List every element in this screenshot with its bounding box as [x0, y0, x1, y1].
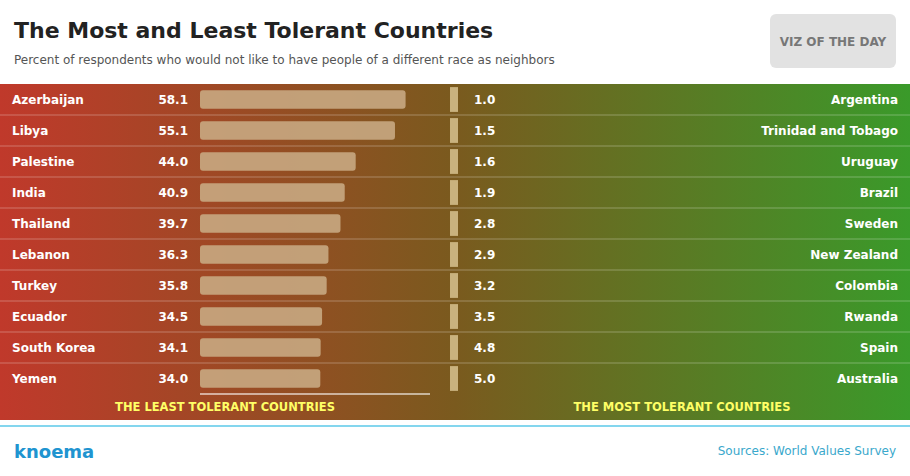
title: The Most and Least Tolerant Countries: [14, 18, 493, 43]
row-separator: [0, 146, 910, 147]
source: Sources: World Values Survey: [718, 444, 896, 458]
data-label: 5.0: [474, 372, 495, 386]
data-label: 2.9: [474, 248, 495, 262]
category-label: Rwanda: [844, 310, 898, 324]
category-label: Yemen: [11, 372, 57, 386]
category-label: Argentina: [831, 93, 898, 107]
data-label: 1.9: [474, 186, 495, 200]
divider: [450, 335, 458, 360]
data-label: 3.2: [474, 279, 495, 293]
bar: [200, 152, 356, 171]
axis-label: THE MOST TOLERANT COUNTRIES: [573, 400, 790, 414]
row-separator: [0, 208, 910, 209]
data-label: 1.0: [474, 93, 495, 107]
category-label: Sweden: [845, 217, 898, 231]
brand: knoema: [14, 441, 94, 462]
divider: [450, 366, 458, 391]
logo-text: VIZ OF THE DAY: [780, 35, 887, 49]
divider: [450, 211, 458, 236]
data-label: 34.5: [158, 310, 188, 324]
category-label: Thailand: [12, 217, 70, 231]
data-label: 55.1: [158, 124, 188, 138]
category-label: Australia: [837, 372, 898, 386]
axis-line: [200, 393, 430, 395]
bar: [200, 245, 328, 264]
divider: [450, 87, 458, 112]
category-label: Spain: [860, 341, 898, 355]
divider: [450, 180, 458, 205]
category-label: Uruguay: [841, 155, 898, 169]
category-label: Lebanon: [12, 248, 70, 262]
data-label: 40.9: [158, 186, 188, 200]
data-label: 3.5: [474, 310, 495, 324]
divider: [450, 273, 458, 298]
data-label: 4.8: [474, 341, 495, 355]
data-label: 44.0: [158, 155, 188, 169]
category-label: Brazil: [860, 186, 898, 200]
row-separator: [0, 332, 910, 333]
row-separator: [0, 363, 910, 364]
chart: The Most and Least Tolerant Countries Per…: [0, 0, 910, 476]
row-separator: [0, 270, 910, 271]
category-label: New Zealand: [810, 248, 898, 262]
bar: [200, 307, 322, 326]
category-label: India: [12, 186, 46, 200]
axis-label: THE LEAST TOLERANT COUNTRIES: [115, 400, 335, 414]
category-label: Libya: [12, 124, 48, 138]
category-label: Colombia: [835, 279, 898, 293]
logo-box: [770, 14, 896, 68]
divider: [450, 242, 458, 267]
category-label: Ecuador: [12, 310, 67, 324]
row-separator: [0, 239, 910, 240]
data-label: 36.3: [158, 248, 188, 262]
category-label: Palestine: [12, 155, 75, 169]
data-label: 34.0: [158, 372, 188, 386]
subtitle: Percent of respondents who would not lik…: [14, 53, 555, 67]
bar: [200, 121, 395, 140]
bar: [200, 214, 340, 233]
bar: [200, 276, 327, 295]
divider: [450, 304, 458, 329]
footer-line: [0, 425, 910, 427]
data-label: 1.6: [474, 155, 495, 169]
divider: [450, 149, 458, 174]
category-label: Azerbaijan: [12, 93, 84, 107]
data-label: 1.5: [474, 124, 495, 138]
category-label: South Korea: [12, 341, 95, 355]
row-separator: [0, 177, 910, 178]
category-label: Turkey: [12, 279, 57, 293]
background: [0, 84, 910, 420]
category-label: Trinidad and Tobago: [761, 124, 898, 138]
bar: [200, 183, 345, 202]
row-separator: [0, 115, 910, 116]
data-label: 58.1: [158, 93, 188, 107]
bar: [200, 90, 406, 109]
data-label: 34.1: [158, 341, 188, 355]
data-label: 35.8: [158, 279, 188, 293]
divider: [450, 118, 458, 143]
bar: [200, 338, 321, 357]
row-separator: [0, 301, 910, 302]
data-label: 39.7: [158, 217, 188, 231]
bar: [200, 369, 320, 388]
data-label: 2.8: [474, 217, 495, 231]
